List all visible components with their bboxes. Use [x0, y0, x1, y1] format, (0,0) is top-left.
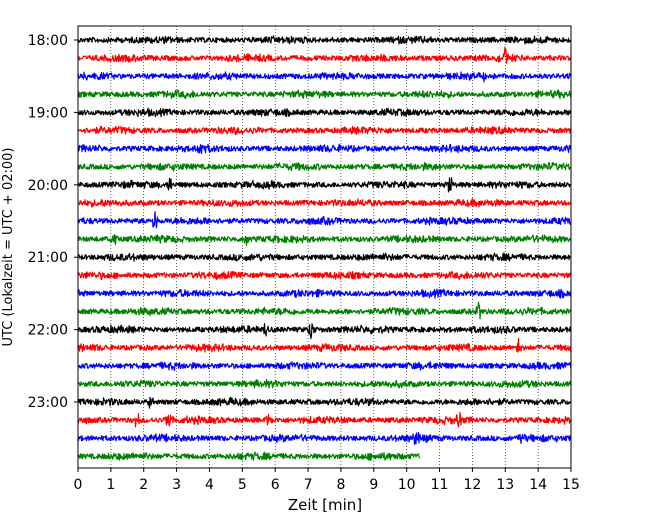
trace-row-3 [77, 89, 572, 100]
trace-row-20 [77, 396, 572, 409]
y-tick-label: 18:00 [28, 33, 68, 49]
trace-row-16 [77, 323, 572, 339]
y-tick-label: 23:00 [28, 395, 68, 411]
x-tick-label: 14 [529, 477, 547, 493]
x-axis-label: Zeit [min] [288, 496, 362, 514]
x-tick-label: 10 [398, 477, 416, 493]
trace-row-13 [77, 270, 572, 281]
trace-row-22 [77, 431, 572, 445]
trace-row-7 [77, 162, 572, 172]
x-tick-label: 0 [74, 477, 83, 493]
trace-row-11 [77, 234, 572, 246]
trace-row-15 [77, 301, 572, 320]
trace-row-17 [77, 338, 572, 353]
axis-layer: 0 1 2 3 4 5 6 7 8 9 10 11 12 13 14 1518:0019:0020:0021:… [28, 25, 580, 493]
trace-row-6 [77, 143, 572, 155]
x-tick-label: 2 [139, 477, 148, 493]
trace-row-5 [77, 125, 572, 136]
y-tick-label: 22:00 [28, 323, 68, 339]
y-tick-label: 20:00 [28, 178, 68, 194]
x-tick-label: 3 [172, 477, 181, 493]
trace-row-21 [77, 411, 572, 428]
trace-row-1 [77, 46, 572, 64]
trace-row-4 [77, 107, 572, 118]
plot-frame [77, 25, 572, 469]
x-tick-label: 1 [106, 477, 115, 493]
trace-row-0 [77, 35, 572, 45]
y-axis-label: UTC (Lokalzeit = UTC + 02:00) [1, 148, 16, 347]
y-tick-label: 19:00 [28, 105, 68, 121]
trace-row-19 [77, 378, 572, 389]
y-tick-label: 21:00 [28, 250, 68, 266]
trace-row-14 [77, 288, 572, 299]
x-tick-label: 9 [369, 477, 378, 493]
x-tick-label: 5 [238, 477, 247, 493]
trace-row-12 [77, 252, 572, 262]
trace-row-18 [77, 361, 572, 372]
x-tick-label: 7 [304, 477, 313, 493]
trace-row-10 [77, 211, 572, 229]
x-tick-label: 13 [496, 477, 514, 493]
trace-row-9 [77, 198, 572, 208]
x-tick-label: 4 [205, 477, 214, 493]
trace-row-2 [77, 71, 572, 83]
x-tick-label: 15 [562, 477, 580, 493]
trace-row-23 [77, 451, 421, 461]
x-tick-label: 6 [271, 477, 280, 493]
trace-layer [77, 35, 572, 461]
x-tick-label: 12 [463, 477, 481, 493]
trace-row-8 [77, 177, 572, 193]
x-tick-label: 11 [431, 477, 449, 493]
x-tick-label: 8 [336, 477, 345, 493]
